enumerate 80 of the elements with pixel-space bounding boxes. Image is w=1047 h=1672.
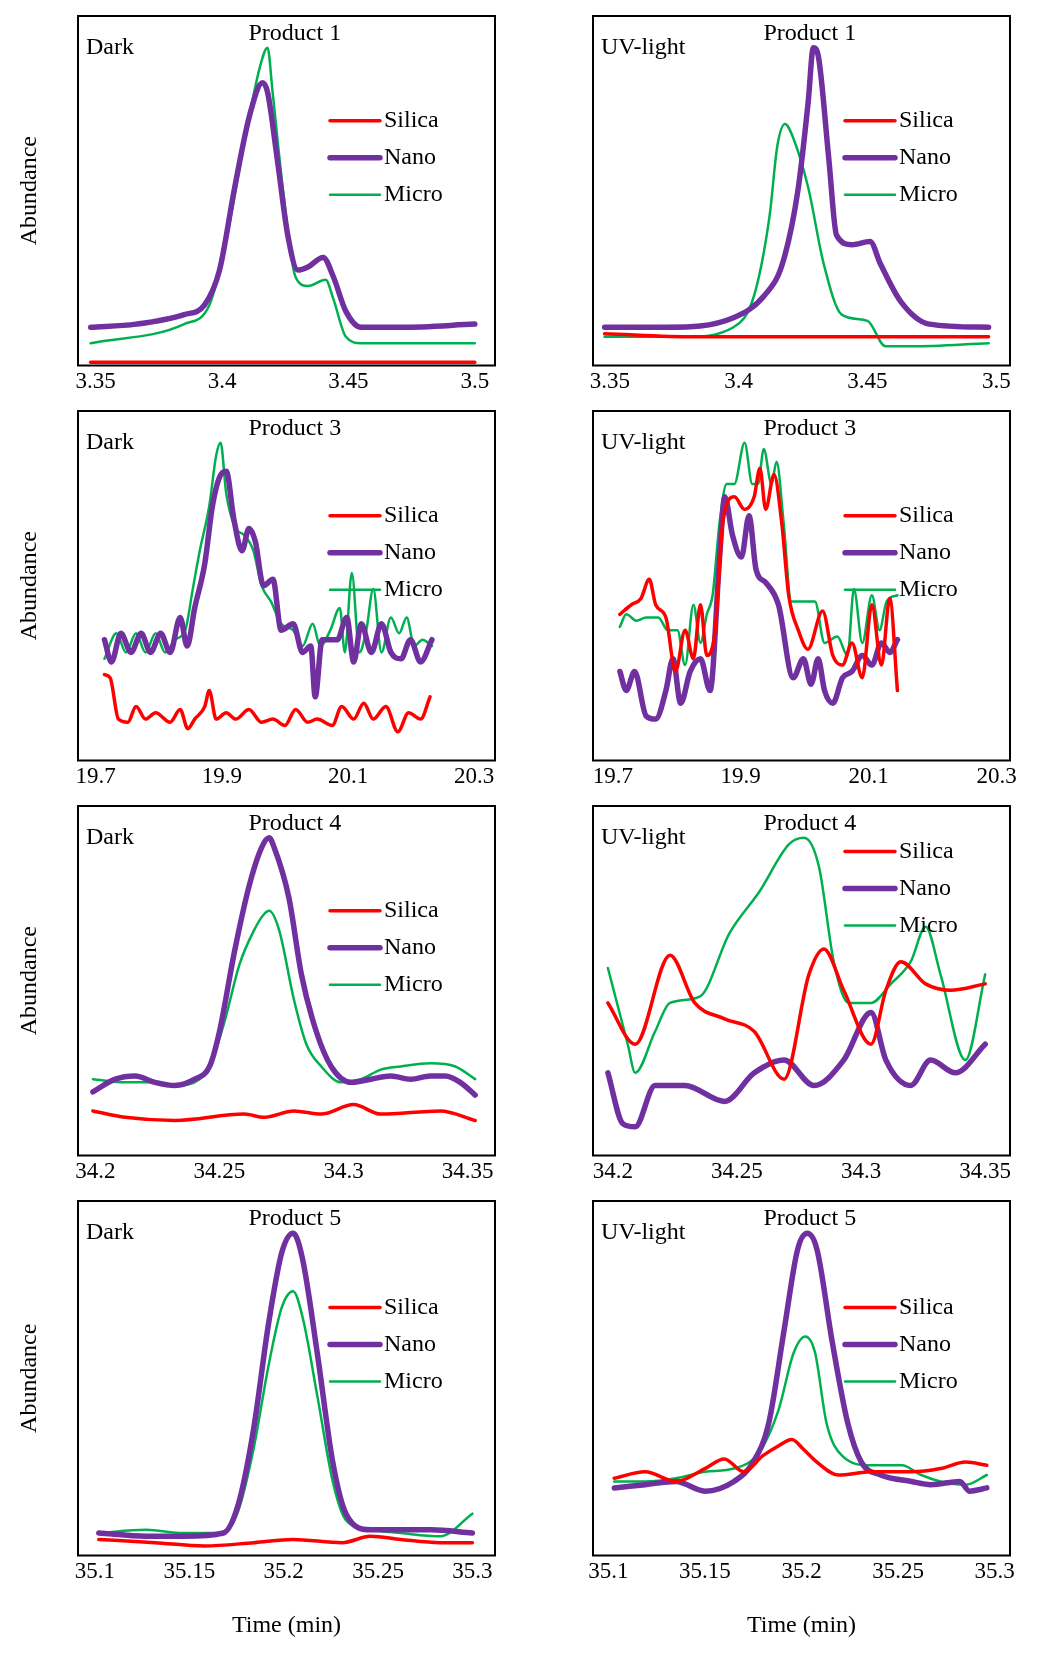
x-tick-label: 19.7 <box>75 763 116 789</box>
x-axis-title: Time (min) <box>746 1610 857 1637</box>
y-axis-title: Abundance <box>15 1323 42 1433</box>
legend-label: Micro <box>899 180 958 207</box>
legend-label: Silica <box>384 1292 439 1319</box>
chart-title: Product 1 <box>248 19 342 45</box>
chart-title: Product 5 <box>248 1204 342 1230</box>
x-tick-label: 35.2 <box>781 1558 822 1584</box>
legend-label: Micro <box>384 575 443 602</box>
x-tick-label: 3.4 <box>207 368 237 394</box>
legend-label: Silica <box>899 106 954 133</box>
x-tick-label: 3.5 <box>981 368 1011 394</box>
chart-title: Product 3 <box>248 414 342 440</box>
x-tick-label: 34.35 <box>959 1158 1012 1184</box>
x-tick-label: 35.1 <box>588 1558 629 1584</box>
y-axis-title: Abundance <box>15 926 42 1036</box>
x-tick-label: 3.35 <box>75 368 116 394</box>
x-tick-label: 34.3 <box>840 1158 882 1184</box>
x-tick-label: 35.15 <box>163 1558 216 1584</box>
x-tick-label: 35.15 <box>679 1558 731 1584</box>
x-tick-label: 3.45 <box>847 368 888 394</box>
x-tick-label: 34.2 <box>75 1158 116 1184</box>
legend-label: Micro <box>384 970 443 997</box>
x-tick-label: 20.3 <box>454 763 495 789</box>
x-tick-label: 35.3 <box>452 1558 493 1584</box>
x-tick-label: 3.5 <box>460 368 490 394</box>
legend-label: Silica <box>899 501 954 528</box>
x-axis-title: Time (min) <box>231 1610 342 1637</box>
chart-title: Product 1 <box>763 19 857 45</box>
legend-label: Micro <box>899 1366 958 1393</box>
x-tick-label: 3.35 <box>589 368 630 394</box>
legend-label: Micro <box>384 180 443 207</box>
legend-label: Micro <box>384 1366 443 1393</box>
x-tick-label: 35.3 <box>974 1558 1015 1584</box>
x-tick-label: 35.25 <box>352 1558 404 1584</box>
legend-label: Silica <box>899 1292 954 1319</box>
legend-label: Nano <box>384 538 436 565</box>
annotation: UV-light <box>601 823 686 849</box>
x-tick-label: 34.25 <box>193 1158 246 1184</box>
x-tick-label: 19.7 <box>592 763 633 789</box>
chart-title: Product 3 <box>763 414 857 440</box>
annotation: UV-light <box>601 1218 686 1244</box>
x-tick-label: 35.25 <box>872 1558 924 1584</box>
legend-label: Nano <box>899 538 951 565</box>
annotation: Dark <box>86 428 134 454</box>
x-tick-label: 35.1 <box>74 1558 116 1584</box>
x-tick-label: 34.25 <box>711 1158 763 1184</box>
legend-label: Nano <box>899 143 951 170</box>
x-tick-label: 19.9 <box>720 763 761 789</box>
x-tick-label: 19.9 <box>201 763 242 789</box>
y-axis-title: Abundance <box>15 136 42 246</box>
x-tick-label: 3.4 <box>724 368 754 394</box>
legend-label: Nano <box>384 933 436 960</box>
annotation: UV-light <box>601 33 686 59</box>
legend-label: Micro <box>899 910 958 937</box>
x-tick-label: 20.3 <box>976 763 1017 789</box>
y-axis-title: Abundance <box>15 531 42 641</box>
x-tick-label: 20.1 <box>327 763 369 789</box>
legend-label: Nano <box>899 873 951 900</box>
annotation: UV-light <box>601 428 686 454</box>
annotation: Dark <box>86 33 134 59</box>
x-tick-label: 20.1 <box>848 763 889 789</box>
legend-label: Nano <box>899 1329 951 1356</box>
chart-title: Product 4 <box>248 809 342 835</box>
legend-label: Silica <box>384 896 439 923</box>
chart-title: Product 5 <box>763 1204 857 1230</box>
x-tick-label: 34.35 <box>441 1158 494 1184</box>
legend-label: Nano <box>384 143 436 170</box>
legend-label: Nano <box>384 1329 436 1356</box>
annotation: Dark <box>86 823 134 849</box>
x-tick-label: 34.3 <box>323 1158 364 1184</box>
legend-label: Silica <box>384 106 439 133</box>
annotation: Dark <box>86 1218 134 1244</box>
x-tick-label: 3.45 <box>328 368 369 394</box>
legend-label: Silica <box>384 501 439 528</box>
x-tick-label: 35.2 <box>263 1558 304 1584</box>
legend-label: Micro <box>899 575 958 602</box>
legend-label: Silica <box>899 836 954 863</box>
chart-title: Product 4 <box>763 809 857 835</box>
x-tick-label: 34.2 <box>592 1158 633 1184</box>
